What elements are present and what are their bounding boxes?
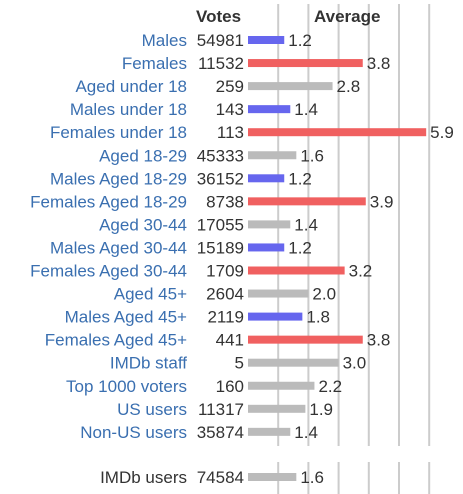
- rows: Males 54981 1.2 Females 11532 3.8 Aged under 1…: [30, 31, 454, 442]
- row-label[interactable]: Females Aged 18-29: [30, 192, 187, 211]
- row-label[interactable]: Females: [122, 54, 187, 73]
- average-bar: [248, 473, 296, 481]
- average-value: 3.9: [370, 192, 394, 211]
- average-bar: [248, 36, 284, 44]
- table-row: Aged 45+ 2604 2.0: [114, 285, 336, 304]
- row-label[interactable]: Aged 45+: [114, 285, 187, 304]
- votes-count: 8738: [206, 192, 244, 211]
- average-value: 5.9: [430, 123, 454, 142]
- votes-header: Votes: [196, 7, 241, 26]
- average-value: 3.8: [367, 54, 391, 73]
- votes-count: 35874: [197, 423, 244, 442]
- row-label[interactable]: Non-US users: [80, 423, 187, 442]
- average-bar: [248, 220, 290, 228]
- table-row: Aged 18-29 45333 1.6: [99, 146, 324, 165]
- table-row: Males 54981 1.2: [142, 31, 312, 50]
- average-value: 1.2: [288, 31, 312, 50]
- votes-count: 11317: [198, 400, 244, 419]
- row-label[interactable]: Males under 18: [70, 100, 187, 119]
- votes-count: 11532: [198, 54, 244, 73]
- table-row: US users 11317 1.9: [117, 400, 333, 419]
- average-value: 1.6: [300, 468, 324, 487]
- average-bar: [248, 105, 290, 113]
- votes-count: 36152: [197, 169, 244, 188]
- row-label[interactable]: US users: [117, 400, 187, 419]
- votes-count: 1709: [206, 262, 244, 281]
- average-bar: [248, 290, 308, 298]
- average-bar: [248, 336, 363, 344]
- row-label[interactable]: Males Aged 45+: [65, 308, 187, 327]
- votes-count: 54981: [197, 31, 244, 50]
- table-row: Top 1000 voters 160 2.2: [66, 377, 342, 396]
- row-label[interactable]: Aged 18-29: [99, 146, 187, 165]
- average-value: 1.6: [300, 146, 324, 165]
- row-label[interactable]: IMDb staff: [110, 354, 187, 373]
- votes-count: 5: [235, 354, 244, 373]
- table-row: Females Aged 30-44 1709 3.2: [30, 262, 372, 281]
- table-row: IMDb staff 5 3.0: [110, 354, 366, 373]
- votes-count: 160: [216, 377, 244, 396]
- average-header: Average: [314, 7, 380, 26]
- table-row: Males Aged 30-44 15189 1.2: [50, 238, 312, 257]
- row-label[interactable]: Females Aged 45+: [45, 331, 187, 350]
- average-bar: [248, 382, 314, 390]
- row-label[interactable]: Aged 30-44: [99, 215, 187, 234]
- average-bar: [248, 59, 363, 67]
- row-label[interactable]: Males: [142, 31, 187, 50]
- votes-count: 2604: [206, 285, 244, 304]
- average-value: 1.4: [294, 215, 318, 234]
- average-value: 1.4: [294, 100, 318, 119]
- average-value: 2.2: [318, 377, 342, 396]
- votes-count: 143: [216, 100, 244, 119]
- table-row: Aged under 18 259 2.8: [75, 77, 360, 96]
- average-bar: [248, 174, 284, 182]
- average-value: 1.9: [309, 400, 333, 419]
- votes-count: 45333: [197, 146, 244, 165]
- average-bar: [248, 359, 339, 367]
- average-value: 1.2: [288, 169, 312, 188]
- row-label[interactable]: Males Aged 18-29: [50, 169, 187, 188]
- average-bar: [248, 243, 284, 251]
- row-label[interactable]: Aged under 18: [75, 77, 187, 96]
- average-value: 3.2: [349, 262, 373, 281]
- row-label[interactable]: Top 1000 voters: [66, 377, 187, 396]
- row-label: IMDb users: [100, 468, 187, 487]
- average-value: 3.8: [367, 331, 391, 350]
- average-value: 2.8: [337, 77, 361, 96]
- average-bar: [248, 151, 296, 159]
- table-row: Females 11532 3.8: [122, 54, 391, 73]
- average-value: 1.2: [288, 238, 312, 257]
- average-bar: [248, 197, 366, 205]
- table-row: Females under 18 113 5.9: [50, 123, 454, 142]
- row-label[interactable]: Females Aged 30-44: [30, 262, 187, 281]
- average-value: 3.0: [343, 354, 367, 373]
- row-label[interactable]: Males Aged 30-44: [50, 238, 187, 257]
- row-label[interactable]: Females under 18: [50, 123, 187, 142]
- average-value: 1.4: [294, 423, 318, 442]
- table-row: Males Aged 18-29 36152 1.2: [50, 169, 312, 188]
- votes-count: 259: [216, 77, 244, 96]
- votes-count: 74584: [197, 468, 244, 487]
- table-row: Males under 18 143 1.4: [70, 100, 318, 119]
- summary-row: IMDb users 74584 1.6: [100, 468, 324, 487]
- average-bar: [248, 405, 305, 413]
- votes-count: 15189: [197, 238, 244, 257]
- average-value: 1.8: [306, 308, 330, 327]
- table-row: IMDb users 74584 1.6: [100, 468, 324, 487]
- table-row: Non-US users 35874 1.4: [80, 423, 318, 442]
- votes-count: 441: [216, 331, 244, 350]
- table-row: Males Aged 45+ 2119 1.8: [65, 308, 330, 327]
- average-bar: [248, 313, 302, 321]
- average-bar: [248, 128, 426, 136]
- votes-count: 17055: [197, 215, 244, 234]
- average-bar: [248, 428, 290, 436]
- votes-count: 113: [217, 123, 244, 142]
- average-value: 2.0: [312, 285, 336, 304]
- average-bar: [248, 267, 345, 275]
- average-bar: [248, 82, 333, 90]
- votes-count: 2119: [207, 308, 244, 327]
- table-row: Aged 30-44 17055 1.4: [99, 215, 318, 234]
